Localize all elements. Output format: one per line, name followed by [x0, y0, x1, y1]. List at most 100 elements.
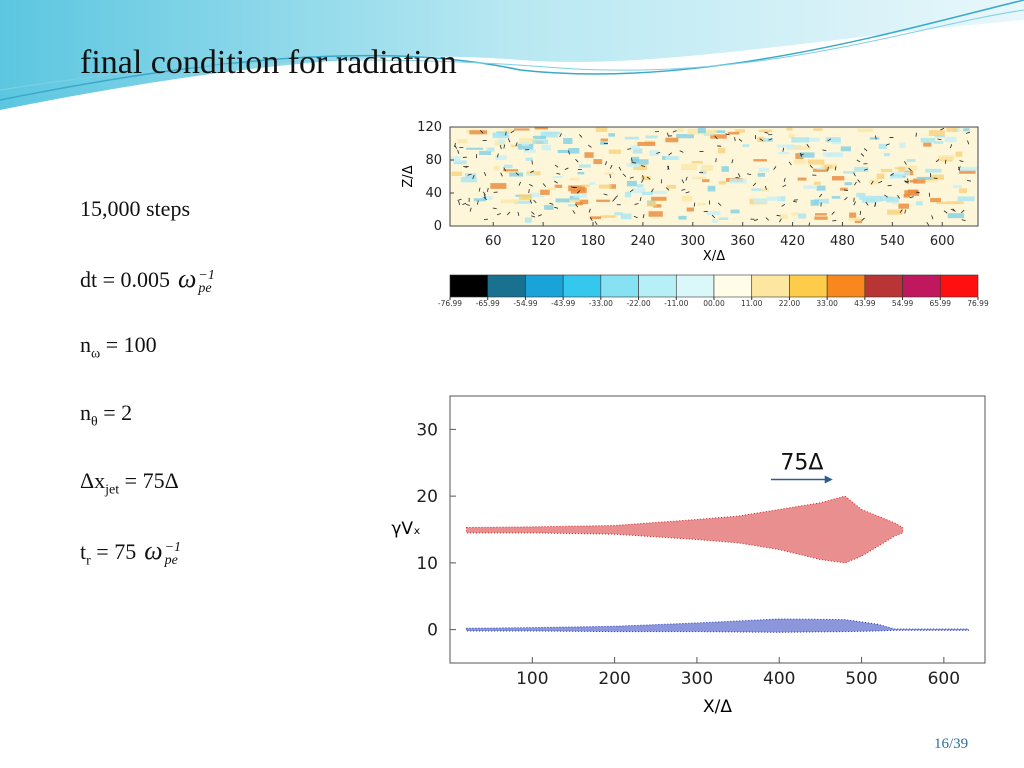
field-arrow: [856, 159, 861, 163]
field-arrow: [576, 190, 581, 194]
colorbar-label: -76.99: [438, 299, 462, 308]
field-arrow: [731, 159, 734, 164]
field-arrow: [573, 186, 578, 189]
field-arrow: [668, 152, 673, 156]
field-texture: [730, 209, 740, 214]
field-arrow: [783, 177, 786, 182]
field-texture: [753, 198, 768, 204]
field-arrow: [792, 200, 798, 203]
field-texture: [934, 135, 945, 138]
field-texture: [681, 164, 697, 170]
field-texture: [947, 213, 965, 219]
field-texture: [518, 138, 536, 144]
scatter-band: [465, 618, 970, 633]
field-arrow: [603, 193, 608, 196]
field-arrow: [915, 132, 917, 137]
field-texture: [701, 165, 713, 171]
field-texture: [898, 203, 910, 209]
field-texture: [856, 192, 866, 198]
field-texture: [686, 207, 694, 212]
field-texture: [584, 152, 594, 158]
field-texture: [718, 217, 729, 220]
field-texture: [854, 166, 869, 172]
field-texture: [652, 190, 668, 194]
field-texture: [460, 176, 477, 183]
field-arrow: [861, 217, 865, 221]
field-arrow: [457, 149, 460, 154]
y-axis-label: Z/Δ: [401, 165, 416, 187]
field-texture: [930, 197, 941, 203]
text: t: [80, 539, 87, 564]
field-texture: [936, 201, 948, 204]
field-arrow: [588, 144, 592, 148]
colorbar-label: -65.99: [476, 299, 500, 308]
field-arrow: [799, 153, 804, 156]
field-texture: [589, 181, 596, 185]
field-texture: [626, 180, 637, 187]
field-texture: [777, 196, 786, 202]
field-arrow: [556, 172, 561, 175]
field-texture: [555, 198, 570, 203]
field-arrow: [627, 148, 632, 150]
field-arrow: [685, 191, 690, 194]
field-texture: [797, 177, 807, 181]
field-texture: [803, 185, 818, 189]
colorbar-label: -54.99: [513, 299, 537, 308]
field-arrow: [800, 152, 802, 157]
field-arrow: [467, 173, 472, 176]
field-texture: [959, 188, 967, 193]
field-texture: [492, 132, 510, 139]
field-arrow: [899, 209, 903, 214]
field-texture: [577, 171, 585, 175]
field-texture: [906, 159, 916, 163]
field-arrow: [656, 151, 661, 154]
field-arrow: [843, 189, 849, 192]
field-texture: [682, 195, 693, 202]
field-arrow: [965, 131, 970, 134]
field-arrow: [528, 183, 533, 187]
field-texture: [563, 138, 573, 144]
field-texture: [758, 129, 773, 133]
field-arrow: [878, 180, 883, 184]
field-arrow: [529, 199, 533, 204]
field-arrow: [531, 211, 535, 215]
field-arrow: [612, 198, 616, 202]
field-texture: [569, 177, 580, 181]
field-texture: [451, 171, 462, 176]
field-texture: [593, 159, 603, 165]
x-tick-label: 400: [763, 669, 795, 689]
field-arrow: [809, 164, 813, 169]
field-texture: [735, 129, 745, 133]
field-arrow: [908, 167, 912, 172]
colorbar-box: [751, 274, 790, 298]
y-tick-label: 80: [425, 153, 442, 168]
field-texture: [503, 169, 519, 172]
field-texture: [788, 133, 795, 139]
field-texture: [554, 184, 563, 188]
field-arrow: [711, 214, 716, 219]
colorbar-label: -11.00: [664, 299, 688, 308]
field-arrow: [844, 197, 848, 201]
field-texture: [647, 200, 657, 207]
field-texture: [464, 173, 477, 178]
field-texture: [552, 176, 563, 179]
item-list: 15,000 steps dt = 0.005 ω −1 pe nω = 100 nθ = …: [80, 196, 215, 604]
text: n: [80, 332, 91, 357]
field-texture: [879, 196, 894, 201]
field-texture: [814, 216, 828, 220]
header-wave: [0, 0, 1024, 110]
field-arrow: [950, 144, 952, 149]
field-arrow: [641, 178, 644, 183]
field-arrow: [469, 207, 472, 212]
field-texture: [589, 216, 602, 220]
field-texture: [905, 165, 918, 171]
field-texture: [641, 176, 651, 181]
field-arrow: [496, 153, 499, 158]
subscript: pe: [164, 552, 178, 568]
field-texture: [676, 134, 694, 139]
field-texture: [614, 212, 623, 216]
item: dt = 0.005 ω −1 pe: [80, 264, 215, 332]
field-arrow: [906, 178, 909, 183]
field-texture: [626, 163, 640, 167]
